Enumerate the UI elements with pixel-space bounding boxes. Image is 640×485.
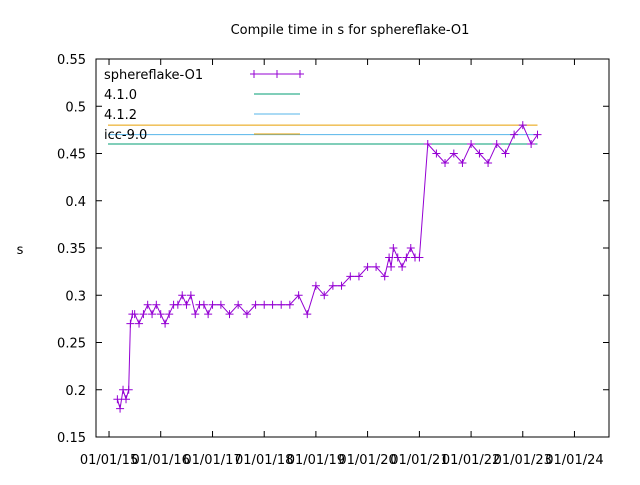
chart-title: Compile time in s for sphereflake-O1 — [231, 23, 470, 38]
data-point — [372, 262, 381, 271]
data-point — [268, 300, 277, 309]
data-point — [242, 310, 251, 319]
data-point — [415, 253, 424, 262]
data-point — [156, 310, 165, 319]
data-point — [113, 395, 122, 404]
y-tick-label: 0.15 — [57, 431, 86, 446]
legend-marker — [273, 70, 281, 78]
data-point — [402, 253, 411, 262]
data-point — [389, 244, 398, 252]
data-point — [380, 272, 389, 281]
legend-marker — [250, 70, 258, 78]
legend-label: sphereflake-O1 — [104, 68, 203, 83]
data-point — [311, 281, 320, 290]
legend: sphereflake-O1 4.1.0 4.1.2 icc-9.0 — [104, 68, 304, 143]
legend-label: icc-9.0 — [104, 128, 147, 143]
data-point — [501, 149, 510, 158]
legend-marker — [296, 70, 304, 78]
data-point — [518, 121, 527, 130]
y-tick-label: 0.55 — [57, 53, 86, 68]
x-tick-label: 01/01/17 — [183, 453, 241, 468]
data-point — [294, 291, 303, 300]
data-point — [510, 130, 519, 139]
data-point — [122, 395, 131, 404]
data-point — [251, 300, 260, 309]
data-point — [385, 253, 394, 262]
data-point — [475, 149, 484, 158]
x-tick-label: 01/01/23 — [494, 453, 552, 468]
data-point — [387, 262, 396, 271]
series-line-sphereflake-O1 — [116, 124, 538, 409]
data-point — [178, 291, 187, 300]
x-tick-label: 01/01/24 — [545, 453, 603, 468]
data-point — [130, 310, 139, 319]
legend-label: 4.1.0 — [104, 88, 137, 103]
x-tick-label: 01/01/15 — [80, 453, 138, 468]
data-point — [186, 291, 195, 300]
data-point — [533, 130, 542, 139]
x-tick-label: 01/01/20 — [338, 453, 396, 468]
data-point — [432, 149, 441, 158]
data-point — [363, 262, 372, 271]
data-point — [398, 262, 407, 271]
data-point — [527, 140, 536, 149]
data-point — [346, 272, 355, 281]
data-point — [199, 300, 208, 309]
data-point — [354, 272, 363, 281]
plot-area — [108, 121, 542, 413]
data-point — [320, 291, 329, 300]
data-point — [441, 158, 450, 167]
data-point — [277, 300, 286, 309]
data-point — [191, 310, 200, 319]
data-point — [260, 300, 269, 309]
y-tick-label: 0.3 — [65, 289, 86, 304]
data-point — [148, 310, 157, 319]
data-point — [285, 300, 294, 309]
y-axis-label: s — [17, 243, 24, 258]
data-point — [216, 300, 225, 309]
x-tick-label: 01/01/21 — [390, 453, 448, 468]
plot-frame — [95, 58, 610, 438]
data-point — [492, 140, 501, 149]
y-tick-label: 0.25 — [57, 337, 86, 352]
y-tick-label: 0.35 — [57, 242, 86, 257]
data-point — [458, 158, 467, 167]
data-point — [161, 319, 170, 328]
data-point — [173, 300, 182, 309]
legend-label: 4.1.2 — [104, 108, 137, 123]
data-point — [423, 140, 432, 149]
x-tick-label: 01/01/16 — [132, 453, 190, 468]
axis-ticks: 0.15 0.2 0.25 0.3 0.35 0.4 0.45 0.5 0.55 01/01/15… — [57, 53, 609, 468]
data-point — [143, 300, 152, 309]
x-tick-label: 01/01/19 — [287, 453, 345, 468]
data-point — [208, 300, 217, 309]
data-point — [182, 300, 191, 309]
data-point — [337, 281, 346, 290]
x-tick-label: 01/01/22 — [442, 453, 500, 468]
y-tick-label: 0.5 — [65, 100, 86, 115]
y-tick-label: 0.2 — [65, 384, 86, 399]
data-point — [135, 319, 144, 328]
data-point — [116, 404, 125, 413]
y-tick-label: 0.4 — [65, 195, 86, 210]
x-tick-label: 01/01/18 — [235, 453, 293, 468]
data-point — [393, 253, 402, 262]
data-point — [234, 300, 243, 309]
data-point — [467, 140, 476, 149]
data-point — [449, 149, 458, 158]
data-point — [124, 385, 133, 394]
data-point — [126, 319, 135, 328]
data-point — [152, 300, 161, 309]
data-point — [303, 310, 312, 319]
data-point — [484, 158, 493, 167]
data-point — [165, 310, 174, 319]
data-point — [225, 310, 234, 319]
data-point — [139, 310, 148, 319]
data-point — [328, 281, 337, 290]
y-tick-label: 0.45 — [57, 148, 86, 163]
data-point — [204, 310, 213, 319]
data-point — [406, 244, 415, 252]
